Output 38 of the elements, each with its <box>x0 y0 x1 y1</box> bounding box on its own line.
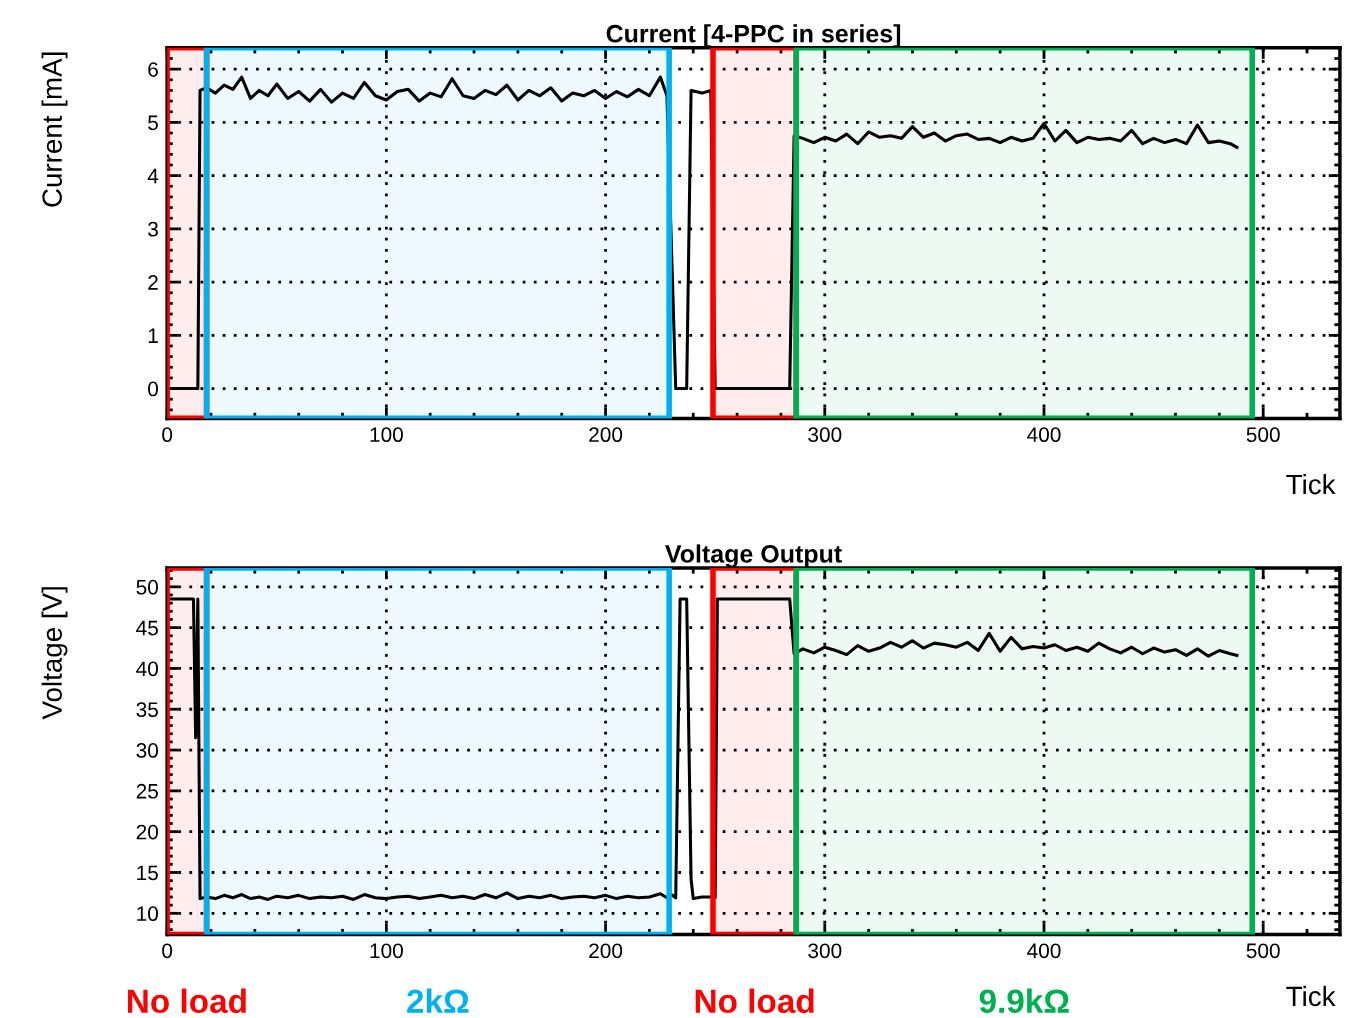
y-tick-label: 25 <box>136 783 158 799</box>
x-tick-label: 300 <box>808 943 842 959</box>
x-axis-title: Tick <box>1286 473 1336 495</box>
x-tick-label: 400 <box>1027 943 1061 959</box>
x-tick-label: 100 <box>370 943 403 959</box>
y-tick-label: 30 <box>136 743 159 758</box>
band-label: No load <box>695 988 814 1014</box>
y-tick-label: 10 <box>137 906 159 922</box>
y-tick-label: 35 <box>136 702 158 717</box>
y-axis-title: Current [mA] <box>41 52 68 207</box>
y-tick-label: 1 <box>148 328 158 343</box>
x-tick-label: 200 <box>589 943 623 959</box>
y-tick-label: 2 <box>148 275 158 290</box>
y-tick-label: 45 <box>136 620 158 636</box>
x-tick-label: 100 <box>370 427 403 443</box>
y-tick-label: 40 <box>136 661 159 677</box>
band-label: 2kΩ <box>407 988 469 1013</box>
x-tick-label: 500 <box>1246 427 1280 443</box>
y-tick-label: 50 <box>136 579 159 595</box>
x-tick-label: 0 <box>162 943 173 959</box>
y-tick-label: 15 <box>137 865 158 881</box>
y-tick-label: 5 <box>148 115 158 131</box>
band-label: 9.9kΩ <box>979 988 1069 1014</box>
band-label: No load <box>128 988 246 1014</box>
x-tick-label: 200 <box>589 427 623 443</box>
y-tick-label: 20 <box>136 824 159 840</box>
y-tick-label: 6 <box>148 62 158 77</box>
x-tick-label: 0 <box>162 427 173 443</box>
y-tick-label: 0 <box>148 381 158 397</box>
chart-title: Current [4-PPC in series] <box>606 24 901 48</box>
y-tick-label: 3 <box>148 221 158 237</box>
y-axis-title: Voltage [V] <box>41 587 68 720</box>
x-tick-label: 400 <box>1027 427 1061 443</box>
y-tick-label: 4 <box>147 168 159 184</box>
x-axis-title: Tick <box>1286 985 1336 1007</box>
x-tick-label: 500 <box>1246 943 1280 959</box>
x-tick-label: 300 <box>808 427 842 443</box>
chart-title: Voltage Output <box>665 544 842 568</box>
